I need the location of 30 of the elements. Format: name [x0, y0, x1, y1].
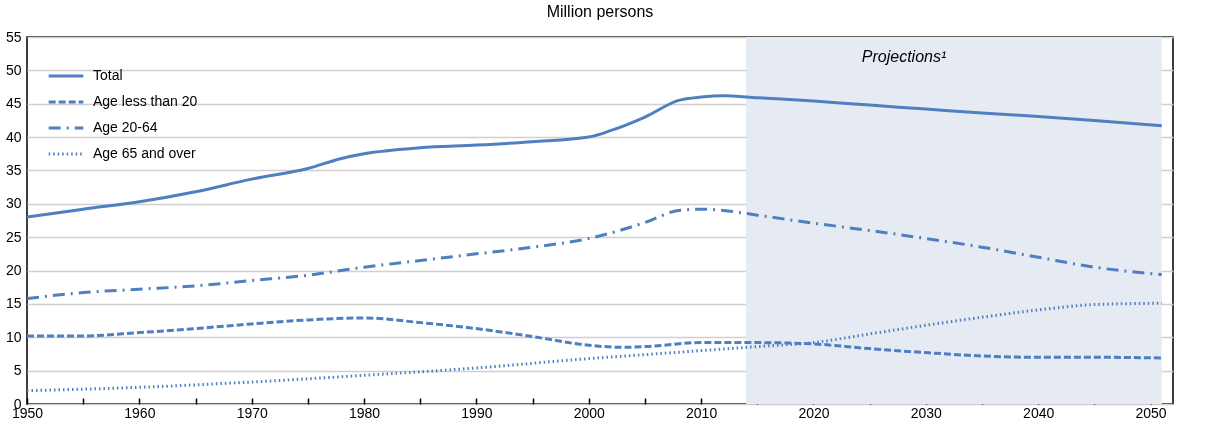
y-tick-label: 10	[5, 328, 22, 345]
x-tick-label: 2020	[798, 404, 830, 421]
chart-title: Million persons	[546, 3, 654, 20]
legend-label: Total	[93, 67, 123, 83]
y-tick-label: 55	[5, 28, 22, 45]
y-tick-label: 5	[13, 362, 22, 379]
y-tick-label: 50	[5, 61, 22, 78]
legend-label: Age 65 and over	[93, 145, 197, 161]
x-tick-label: 2040	[1023, 404, 1055, 421]
x-tick-label: 1980	[348, 404, 381, 421]
y-tick-label: 30	[5, 195, 22, 212]
y-tick-label: 25	[5, 228, 22, 245]
x-tick-label: 1970	[236, 404, 268, 421]
x-tick-label: 2010	[686, 404, 718, 421]
band-label: Projections¹	[861, 48, 947, 65]
line-series	[27, 207, 1164, 301]
y-tick-label: 35	[5, 161, 22, 178]
x-tick-label: 2000	[573, 404, 606, 421]
x-tick-label: 1990	[461, 404, 493, 421]
x-tick-label: 1960	[124, 404, 156, 421]
x-tick-label: 2030	[910, 404, 943, 421]
y-tick-label: 20	[5, 262, 22, 279]
y-tick-label: 45	[5, 95, 22, 112]
y-tick-label: 40	[5, 128, 22, 145]
legend-label: Age less than 20	[93, 93, 198, 109]
y-tick-label: 15	[5, 295, 22, 312]
line-series	[27, 94, 1164, 219]
legend-label: Age 20-64	[93, 119, 158, 135]
x-tick-label: 2050	[1135, 404, 1167, 421]
line-series	[27, 301, 1164, 393]
